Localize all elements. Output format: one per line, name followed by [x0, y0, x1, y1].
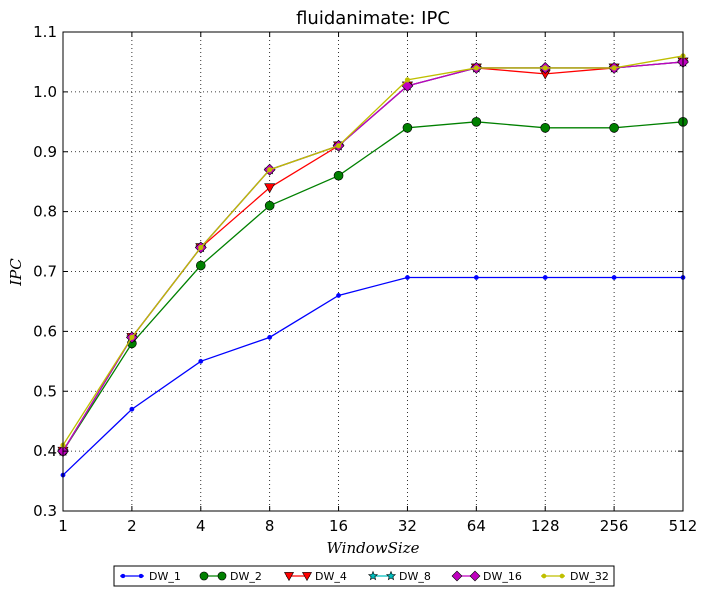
- legend-swatch-marker: [541, 573, 547, 579]
- legend-item-dw-8: DW_8: [367, 570, 431, 583]
- data-point: [129, 406, 135, 412]
- legend-swatch-marker: [451, 570, 463, 582]
- x-tick-label: 1: [58, 517, 68, 535]
- y-axis-label: IPC: [7, 258, 25, 287]
- legend-swatch-marker: [120, 573, 126, 579]
- x-axis-label: WindowSize: [327, 539, 420, 557]
- data-point: [129, 334, 135, 340]
- data-point: [402, 123, 413, 133]
- series-layer: [57, 53, 689, 478]
- grid-lines: [63, 32, 683, 511]
- y-tick-label: 0.4: [33, 442, 57, 460]
- y-tick-label: 0.3: [33, 502, 57, 520]
- data-point: [473, 65, 479, 71]
- series-line: [62, 276, 683, 476]
- data-point: [404, 77, 411, 83]
- y-tick-label: 0.8: [33, 203, 57, 221]
- legend-label: DW_16: [483, 570, 522, 583]
- series-dw-1: [60, 275, 686, 478]
- data-point: [540, 123, 551, 133]
- x-tick-label: 4: [196, 517, 206, 535]
- legend-swatch-marker: [138, 573, 144, 579]
- x-tick-label: 256: [600, 517, 629, 535]
- x-tick-label: 2: [127, 517, 137, 535]
- y-tick-label: 1.1: [33, 23, 57, 41]
- data-point: [333, 170, 344, 181]
- legend-label: DW_4: [315, 570, 347, 583]
- data-point: [198, 358, 204, 364]
- y-tick-label: 0.6: [33, 322, 57, 340]
- series-dw-16: [57, 56, 689, 458]
- legend-item-dw-32: DW_32: [541, 570, 609, 583]
- x-tick-label: 512: [669, 517, 698, 535]
- x-tick-label: 32: [398, 517, 417, 535]
- x-tick-label: 128: [531, 517, 560, 535]
- data-point: [335, 143, 342, 149]
- data-point: [198, 244, 204, 251]
- legend: DW_1 DW_2 DW_4 DW_8 DW_16 DW_32: [113, 565, 615, 587]
- series-line: [62, 121, 684, 452]
- data-point: [542, 275, 548, 280]
- legend-swatch-marker: [469, 570, 481, 582]
- data-point: [473, 275, 479, 280]
- data-point: [611, 275, 617, 280]
- x-tick-label: 64: [467, 517, 486, 535]
- legend-label: DW_2: [230, 570, 262, 583]
- data-point: [267, 167, 273, 173]
- y-ticks: 0.3 0.4 0.5 0.6 0.7 0.8 0.9 1.0 1.1: [33, 23, 683, 520]
- series-line: [62, 55, 684, 446]
- legend-swatch-marker: [559, 573, 565, 579]
- data-point: [264, 200, 275, 211]
- y-tick-label: 0.5: [33, 382, 57, 400]
- legend-swatch-marker: [301, 572, 313, 582]
- legend-label: DW_8: [399, 570, 431, 583]
- legend-swatch-marker: [217, 571, 227, 581]
- y-tick-label: 0.9: [33, 143, 57, 161]
- legend-swatch-marker: [385, 570, 397, 581]
- legend-swatch-marker: [367, 570, 379, 581]
- x-tick-label: 16: [329, 517, 348, 535]
- data-point: [542, 65, 548, 71]
- y-tick-label: 0.7: [33, 263, 57, 281]
- legend-item-dw-1: DW_1: [120, 570, 181, 583]
- legend-item-dw-16: DW_16: [451, 570, 522, 583]
- chart-title: fluidanimate: IPC: [296, 8, 450, 29]
- x-tick-label: 8: [265, 517, 275, 535]
- series-dw-4: [57, 57, 689, 457]
- data-point: [611, 65, 617, 71]
- legend-label: DW_32: [570, 570, 609, 583]
- data-point: [405, 275, 410, 280]
- data-point: [471, 117, 482, 127]
- legend-swatch-marker: [199, 571, 209, 581]
- series-dw-32: [60, 53, 686, 448]
- data-point: [267, 334, 273, 340]
- data-point: [195, 260, 206, 271]
- series-dw-2: [58, 117, 688, 456]
- data-point: [336, 293, 341, 298]
- legend-item-dw-2: DW_2: [199, 570, 262, 583]
- legend-box: [113, 565, 615, 587]
- legend-label: DW_1: [149, 570, 181, 583]
- legend-item-dw-4: DW_4: [283, 570, 347, 583]
- x-ticks: 1 2 4 8 16 32 64 128 256 512: [58, 32, 697, 535]
- legend-swatch-marker: [283, 572, 295, 582]
- data-point: [264, 183, 276, 194]
- y-tick-label: 1.0: [33, 83, 57, 101]
- data-point: [609, 123, 619, 133]
